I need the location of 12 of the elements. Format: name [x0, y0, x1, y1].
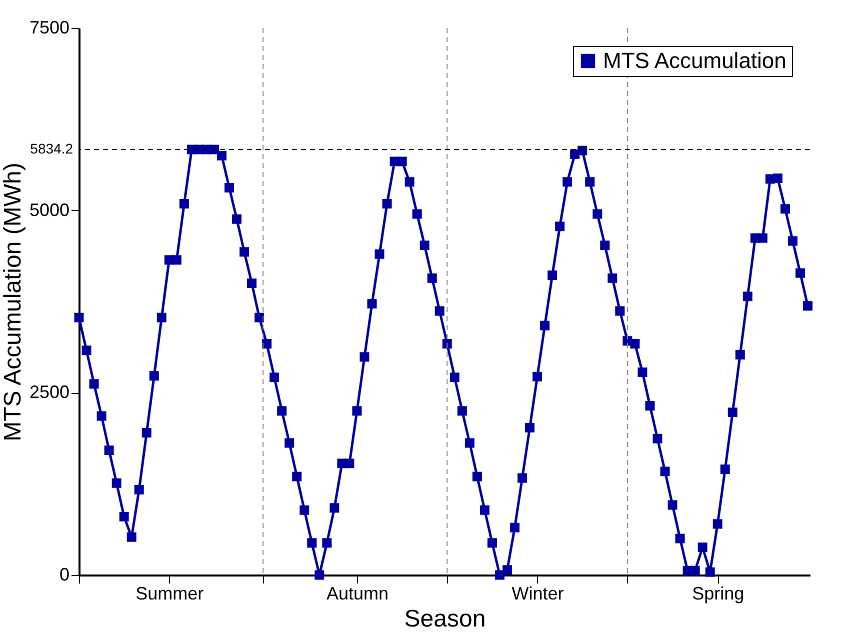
x-tick-label: Winter [512, 584, 564, 604]
x-tick-label: Summer [136, 584, 204, 604]
x-axis-title: Season [404, 606, 486, 632]
y-tick-label: 2500 [29, 382, 70, 402]
y-axis-title: MTS Accumulation (MWh) [0, 162, 26, 442]
y-tick-label: 5000 [29, 200, 70, 220]
ref-line-label: 5834.2 [30, 140, 74, 156]
x-tick-label: Autumn [326, 584, 388, 604]
y-tick-label: 0 [59, 564, 70, 584]
legend-label: MTS Accumulation [603, 48, 786, 73]
x-tick-label: Spring [692, 584, 744, 604]
y-tick-label: 7500 [29, 18, 70, 38]
